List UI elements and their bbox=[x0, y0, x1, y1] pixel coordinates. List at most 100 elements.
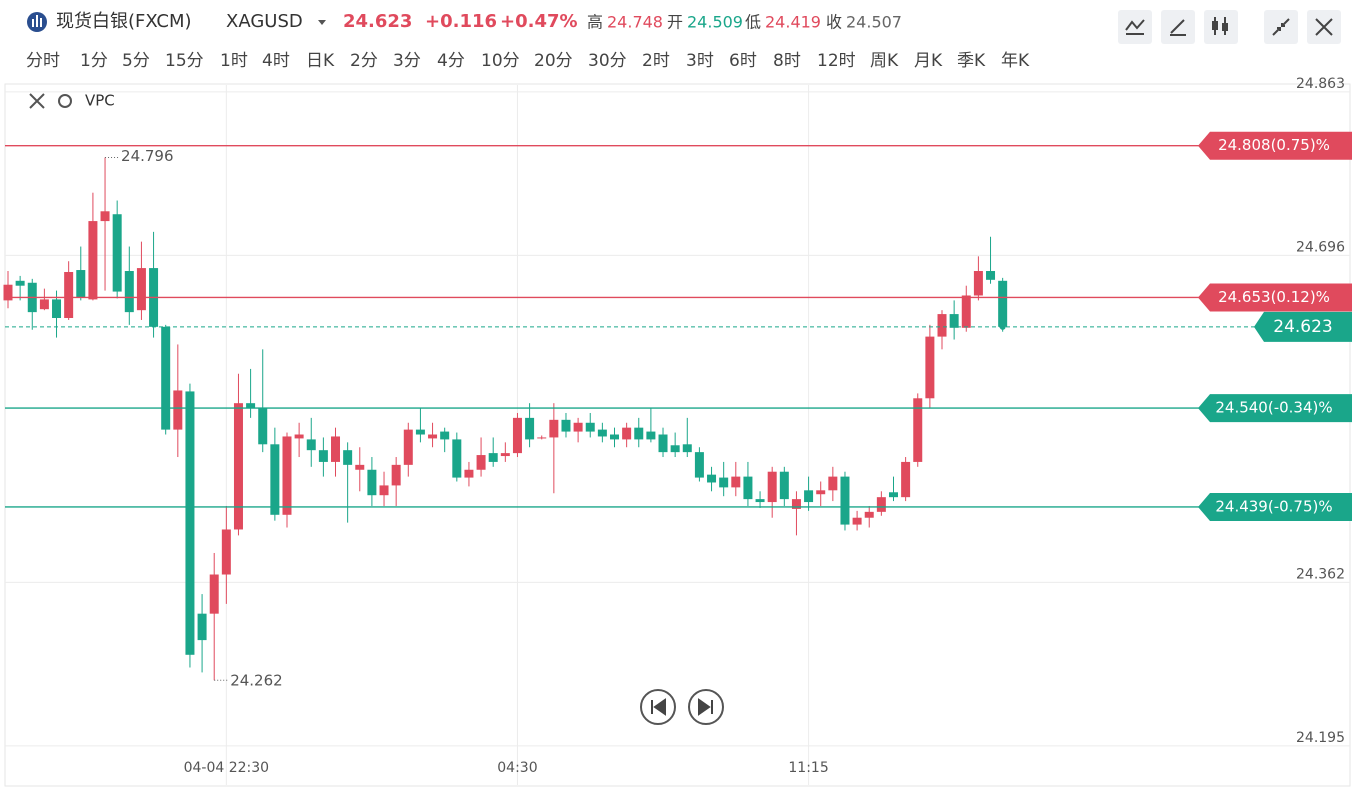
stat-value: 24.419 bbox=[765, 13, 821, 32]
timeframe-tab[interactable]: 月K bbox=[914, 51, 943, 71]
timeframe-tab[interactable]: 4时 bbox=[262, 51, 290, 71]
candle-body bbox=[173, 390, 183, 430]
level-label: 24.439(-0.75)% bbox=[1215, 497, 1332, 515]
timeframe-tab[interactable]: 15分 bbox=[165, 51, 204, 71]
dropdown-arrow[interactable] bbox=[318, 20, 326, 25]
candle-body bbox=[876, 497, 886, 512]
candle-body bbox=[622, 427, 632, 440]
candle-body bbox=[209, 574, 219, 614]
level-label: 24.540(-0.34)% bbox=[1215, 399, 1332, 417]
candle-body bbox=[828, 476, 838, 491]
candle-body bbox=[901, 461, 911, 498]
close-icon bbox=[1315, 18, 1333, 36]
candle-body bbox=[355, 464, 365, 470]
candle-body bbox=[136, 268, 146, 311]
candle-body bbox=[816, 490, 826, 495]
candle-body bbox=[197, 613, 207, 641]
candle-body bbox=[64, 271, 74, 319]
stat-value: 24.748 bbox=[607, 13, 663, 32]
timeframe-tab[interactable]: 日K bbox=[306, 51, 335, 71]
candle-body bbox=[233, 403, 243, 530]
candle-body bbox=[100, 211, 110, 222]
candle-body bbox=[767, 471, 777, 503]
candle-body bbox=[864, 511, 874, 518]
stat-value: 24.507 bbox=[846, 13, 902, 32]
level-tag bbox=[1198, 131, 1352, 160]
change: +0.116 bbox=[425, 11, 497, 32]
candle-body bbox=[221, 529, 231, 575]
timeframe-tab[interactable]: 2时 bbox=[642, 51, 670, 71]
timeframe-tab[interactable]: 20分 bbox=[534, 51, 573, 71]
high-mark-label: 24.796 bbox=[121, 147, 174, 165]
candle-body bbox=[512, 417, 522, 454]
last-price-tag bbox=[1254, 311, 1352, 342]
title: 现货白银(FXCM) bbox=[56, 11, 192, 32]
candle-body bbox=[913, 398, 923, 462]
indicator-settings[interactable] bbox=[58, 94, 72, 108]
timeframe-tab[interactable]: 6时 bbox=[729, 51, 757, 71]
symbol-icon bbox=[27, 12, 47, 32]
plot: 24.195 24.362 24.696 24.863 04-04 22:30 04:30… bbox=[3, 76, 1352, 785]
y-tick-label: 24.863 bbox=[1296, 76, 1345, 92]
level-label: 24.808(0.75)% bbox=[1218, 136, 1330, 154]
timeframe-tab[interactable]: 5分 bbox=[122, 51, 150, 71]
candle-body bbox=[840, 476, 850, 525]
timeframe-tab[interactable]: 分时 bbox=[26, 51, 60, 71]
remove-indicator[interactable] bbox=[29, 93, 45, 109]
candle-body bbox=[331, 436, 341, 462]
timeframe-tab[interactable]: 30分 bbox=[588, 51, 627, 71]
candle-body bbox=[3, 284, 13, 301]
candle-body bbox=[525, 417, 535, 440]
candle-body bbox=[731, 476, 741, 488]
candle-body bbox=[719, 477, 729, 488]
timeframe-tab[interactable]: 2分 bbox=[350, 51, 378, 71]
candle-body bbox=[779, 471, 789, 500]
candle-body bbox=[379, 485, 389, 496]
candle-body bbox=[998, 280, 1008, 327]
timeframe-tab[interactable]: 3时 bbox=[686, 51, 714, 71]
level-label: 24.653(0.12)% bbox=[1218, 288, 1330, 306]
candle-body bbox=[549, 419, 559, 438]
candle-body bbox=[634, 427, 644, 440]
stat-label: 低 bbox=[745, 13, 761, 32]
candle-body bbox=[440, 431, 450, 440]
candle-body bbox=[367, 469, 377, 496]
last-price-label: 24.623 bbox=[1273, 317, 1332, 337]
timeframe-tab[interactable]: 1分 bbox=[80, 51, 108, 71]
level-tag bbox=[1198, 394, 1352, 423]
candle-body bbox=[39, 299, 49, 310]
timeframe-tab[interactable]: 1时 bbox=[220, 51, 248, 71]
timeframe-tab[interactable]: 年K bbox=[1001, 51, 1030, 71]
timeframe-tab[interactable]: 3分 bbox=[393, 51, 421, 71]
candle-body bbox=[973, 271, 983, 296]
candle-body bbox=[161, 326, 171, 430]
timeframe-tab[interactable]: 12时 bbox=[817, 51, 856, 71]
candle-body bbox=[415, 429, 425, 435]
timeframe-tab[interactable]: 8时 bbox=[773, 51, 801, 71]
candle-body bbox=[124, 271, 134, 313]
timeframe-tab[interactable]: 10分 bbox=[481, 51, 520, 71]
candle-body bbox=[949, 314, 959, 328]
candle-body bbox=[403, 429, 413, 465]
candle-body bbox=[707, 474, 717, 483]
candle-body bbox=[306, 439, 316, 451]
timeframe-tab[interactable]: 4分 bbox=[437, 51, 465, 71]
candle-tool[interactable] bbox=[1204, 10, 1238, 44]
stat-value: 24.509 bbox=[687, 13, 743, 32]
indicator-name: VPC bbox=[85, 92, 115, 110]
candle-body bbox=[391, 464, 401, 486]
candle-body bbox=[500, 453, 510, 457]
candle-body bbox=[185, 391, 195, 655]
symbol[interactable]: XAGUSD bbox=[226, 11, 303, 32]
candle-body bbox=[15, 280, 25, 286]
timeframe-tab[interactable]: 周K bbox=[870, 51, 899, 71]
timeframe-tab[interactable]: 季K bbox=[957, 51, 986, 71]
x-tick-label: 11:15 bbox=[788, 760, 828, 776]
level-tag bbox=[1198, 283, 1352, 312]
x-tick-label: 04:30 bbox=[497, 760, 537, 776]
line-icon bbox=[1125, 19, 1145, 35]
toolbar bbox=[1118, 10, 1341, 44]
candle-body bbox=[488, 453, 498, 462]
candle-body bbox=[743, 476, 753, 500]
